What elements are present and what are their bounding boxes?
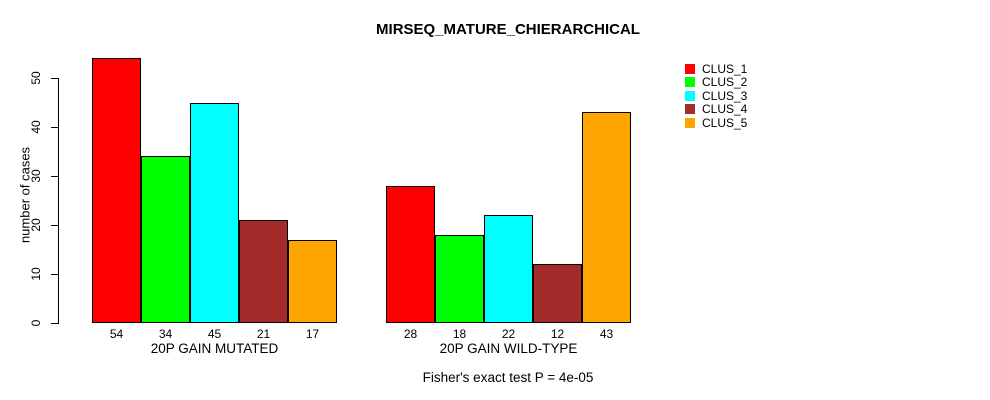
legend-swatch-icon <box>685 77 695 88</box>
legend-item-clus_2: CLUS_2 <box>685 76 747 88</box>
legend-item-clus_1: CLUS_1 <box>685 63 747 75</box>
bar-clus_3-group1 <box>190 102 239 323</box>
bar-value-label: 12 <box>550 327 565 341</box>
legend-label: CLUS_3 <box>702 88 748 103</box>
annotation-text: Fisher's exact test P = 4e-05 <box>422 370 594 385</box>
y-tick-mark <box>51 175 58 177</box>
bar-clus_4-group2 <box>533 264 582 323</box>
y-tick-mark <box>51 224 58 226</box>
bar-clus_4-group1 <box>239 220 288 323</box>
bar-value-label: 18 <box>452 327 467 341</box>
bar-clus_3-group2 <box>484 215 533 323</box>
bar-clus_1-group2 <box>386 185 435 323</box>
y-tick-label: 40 <box>29 120 43 134</box>
bar-clus_1-group1 <box>92 58 141 323</box>
legend-swatch-icon <box>685 90 695 101</box>
y-axis-line <box>58 78 59 324</box>
chart-title: MIRSEQ_MATURE_CHIERARCHICAL <box>376 21 640 38</box>
bar-value-label: 45 <box>207 327 222 341</box>
y-tick-mark <box>51 273 58 275</box>
bar-value-label: 28 <box>403 327 418 341</box>
y-tick-mark <box>51 77 58 79</box>
legend-swatch-icon <box>685 64 695 74</box>
group-label: 20P GAIN WILD-TYPE <box>439 341 578 356</box>
legend-item-clus_3: CLUS_3 <box>685 90 747 102</box>
legend-item-clus_5: CLUS_5 <box>685 117 747 129</box>
bar-value-label: 54 <box>109 327 124 341</box>
y-tick-label: 20 <box>29 218 43 232</box>
legend-swatch-icon <box>685 104 695 115</box>
y-tick-label: 30 <box>29 169 43 183</box>
bar-clus_5-group1 <box>288 239 337 323</box>
legend-swatch-icon <box>685 117 695 128</box>
legend-label: CLUS_1 <box>702 62 748 76</box>
y-tick-label: 10 <box>29 267 43 281</box>
y-tick-mark <box>51 322 58 324</box>
legend-label: CLUS_2 <box>702 75 748 90</box>
y-tick-label: 0 <box>29 319 43 327</box>
bar-value-label: 43 <box>599 327 614 341</box>
bar-value-label: 22 <box>501 327 516 341</box>
group-label: 20P GAIN MUTATED <box>150 341 279 356</box>
bar-clus_5-group2 <box>582 112 631 323</box>
legend-label: CLUS_5 <box>702 115 748 130</box>
legend-item-clus_4: CLUS_4 <box>685 103 747 115</box>
bar-value-label: 34 <box>158 327 173 341</box>
bar-clus_2-group1 <box>141 156 190 323</box>
y-tick-label: 50 <box>29 71 43 85</box>
bar-value-label: 17 <box>305 327 320 341</box>
bar-clus_2-group2 <box>435 234 484 323</box>
legend-label: CLUS_4 <box>702 102 748 117</box>
y-tick-mark <box>51 126 58 128</box>
bar-value-label: 21 <box>256 327 271 341</box>
